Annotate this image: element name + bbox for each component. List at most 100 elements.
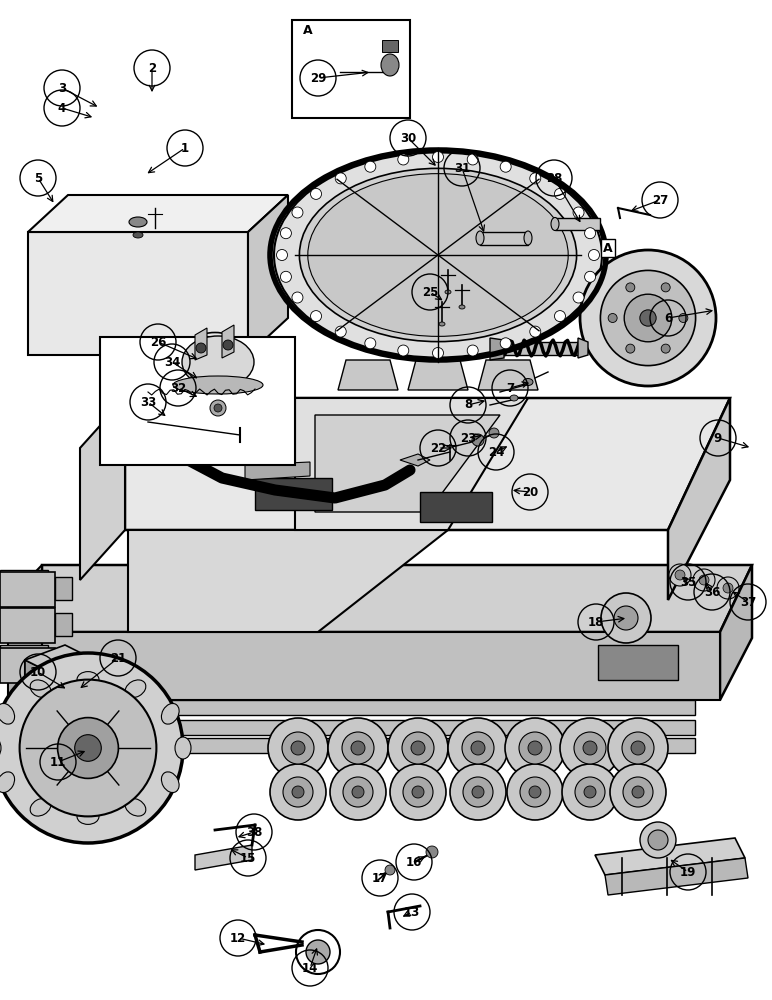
Ellipse shape <box>300 168 577 342</box>
Polygon shape <box>228 445 295 465</box>
Circle shape <box>528 741 542 755</box>
Polygon shape <box>720 565 752 700</box>
Polygon shape <box>55 613 72 636</box>
Polygon shape <box>420 492 492 522</box>
Ellipse shape <box>551 218 559 231</box>
Text: 5: 5 <box>34 172 42 184</box>
Circle shape <box>601 270 696 366</box>
Text: A: A <box>603 241 613 254</box>
Polygon shape <box>25 660 55 740</box>
Circle shape <box>463 777 493 807</box>
Text: 31: 31 <box>454 161 470 174</box>
Circle shape <box>626 344 635 353</box>
Text: 23: 23 <box>460 432 476 444</box>
Polygon shape <box>245 462 310 480</box>
Circle shape <box>529 786 541 798</box>
Circle shape <box>280 271 291 282</box>
Polygon shape <box>8 565 42 700</box>
Ellipse shape <box>30 680 51 698</box>
Ellipse shape <box>129 217 147 227</box>
Circle shape <box>343 777 373 807</box>
Circle shape <box>614 606 638 630</box>
Circle shape <box>292 292 303 303</box>
Ellipse shape <box>523 378 533 385</box>
Circle shape <box>573 207 584 218</box>
Circle shape <box>500 338 511 349</box>
Ellipse shape <box>77 672 99 688</box>
Circle shape <box>402 732 434 764</box>
Circle shape <box>196 343 206 353</box>
Circle shape <box>472 786 484 798</box>
Circle shape <box>292 786 304 798</box>
Ellipse shape <box>182 336 254 388</box>
Circle shape <box>679 314 688 322</box>
Circle shape <box>661 344 670 353</box>
Circle shape <box>270 764 326 820</box>
Ellipse shape <box>459 305 465 309</box>
Circle shape <box>608 314 617 322</box>
Polygon shape <box>80 398 125 580</box>
Text: 11: 11 <box>50 756 66 768</box>
Text: 36: 36 <box>704 585 720 598</box>
Circle shape <box>268 718 328 778</box>
Ellipse shape <box>175 737 191 759</box>
Polygon shape <box>668 398 730 600</box>
Ellipse shape <box>161 703 179 724</box>
Circle shape <box>632 786 644 798</box>
Text: 9: 9 <box>714 432 722 444</box>
Polygon shape <box>480 232 528 245</box>
Circle shape <box>608 718 668 778</box>
Circle shape <box>342 732 374 764</box>
Circle shape <box>723 583 733 593</box>
Text: 34: 34 <box>164 356 180 368</box>
Text: 38: 38 <box>245 826 262 838</box>
Circle shape <box>403 777 433 807</box>
Circle shape <box>58 718 118 778</box>
Polygon shape <box>28 195 288 232</box>
Circle shape <box>210 400 226 416</box>
Text: 26: 26 <box>150 336 166 349</box>
Circle shape <box>472 434 484 446</box>
Text: 14: 14 <box>302 962 318 974</box>
Polygon shape <box>0 648 55 683</box>
Polygon shape <box>42 565 752 632</box>
Circle shape <box>626 283 635 292</box>
Polygon shape <box>555 218 600 230</box>
Polygon shape <box>478 360 538 390</box>
Text: 16: 16 <box>406 856 422 868</box>
Circle shape <box>390 764 446 820</box>
Circle shape <box>489 428 499 438</box>
Polygon shape <box>42 632 720 700</box>
Polygon shape <box>490 338 504 360</box>
Circle shape <box>388 718 448 778</box>
Circle shape <box>365 338 376 349</box>
Circle shape <box>610 764 666 820</box>
Circle shape <box>467 345 478 356</box>
Circle shape <box>335 173 346 184</box>
Circle shape <box>519 732 551 764</box>
Circle shape <box>426 846 438 858</box>
Circle shape <box>432 151 443 162</box>
Circle shape <box>412 786 424 798</box>
Circle shape <box>471 741 485 755</box>
FancyBboxPatch shape <box>292 20 410 118</box>
Polygon shape <box>338 360 398 390</box>
Circle shape <box>306 940 330 964</box>
Circle shape <box>432 348 443 359</box>
Circle shape <box>352 786 364 798</box>
Circle shape <box>562 764 618 820</box>
Polygon shape <box>605 858 748 895</box>
Circle shape <box>601 593 651 643</box>
Text: 22: 22 <box>430 442 446 454</box>
Text: 18: 18 <box>587 615 604 629</box>
Circle shape <box>584 271 595 282</box>
Circle shape <box>292 207 303 218</box>
Text: 27: 27 <box>652 194 668 207</box>
Circle shape <box>530 326 540 337</box>
Circle shape <box>669 564 691 586</box>
Ellipse shape <box>161 772 179 793</box>
Circle shape <box>398 154 409 165</box>
Circle shape <box>575 777 605 807</box>
Circle shape <box>661 283 670 292</box>
Polygon shape <box>195 845 252 870</box>
